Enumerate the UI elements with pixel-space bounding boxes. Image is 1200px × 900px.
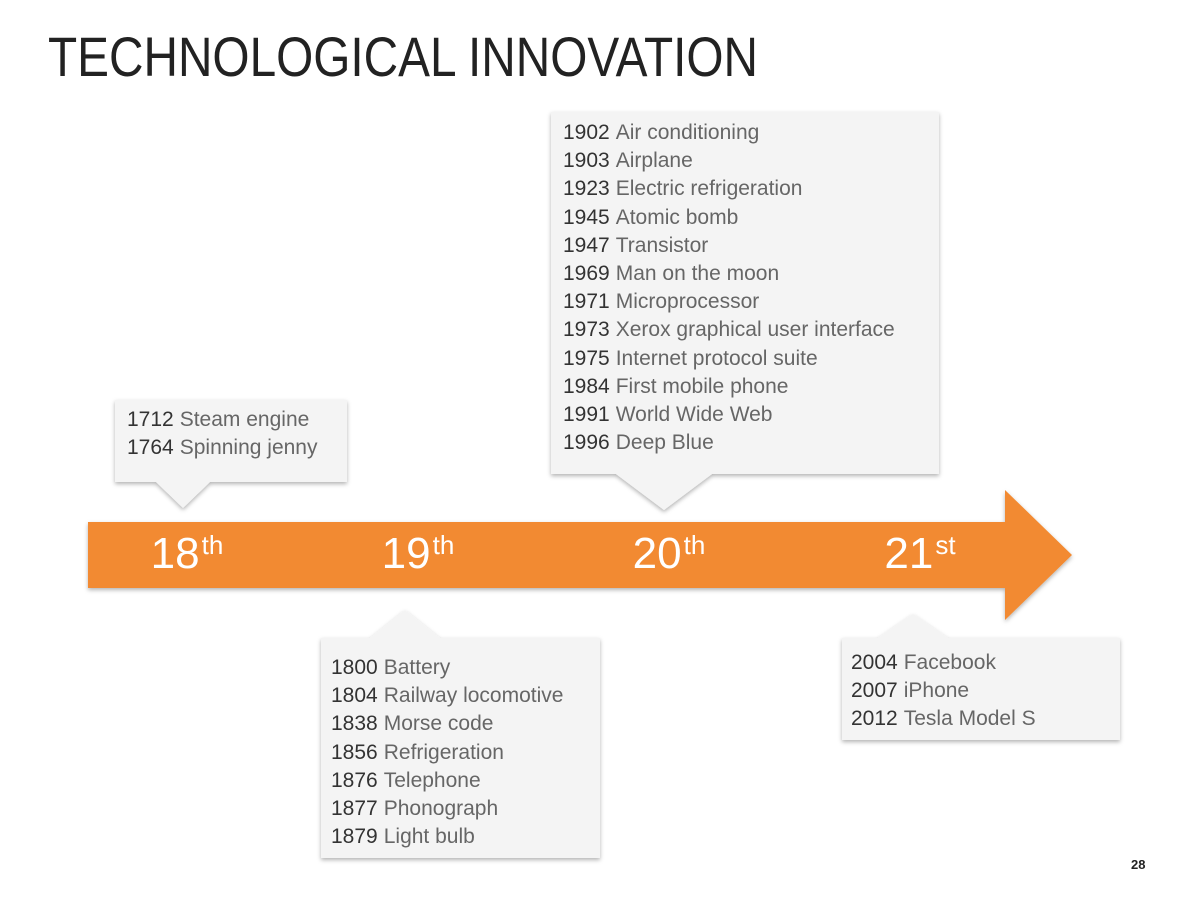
timeline-arrow (88, 490, 1072, 620)
callout-list: 1800 Battery 1804 Railway locomotive 1838 Mor… (331, 654, 563, 851)
event-year: 1764 (127, 436, 174, 460)
event-name: Internet protocol suite (615, 346, 818, 370)
event-year: 1996 (563, 431, 610, 455)
event-name: Xerox graphical user interface (615, 318, 895, 342)
century-label: 20th (633, 532, 706, 576)
event-year: 1923 (563, 177, 610, 201)
event-name: Transistor (615, 233, 709, 257)
event-row: 1876 Telephone (331, 767, 563, 795)
event-name: Railway locomotive (383, 684, 564, 708)
event-row: 1804 Railway locomotive (331, 682, 563, 710)
event-year: 1969 (563, 262, 610, 286)
event-row: 1923 Electric refrigeration (563, 175, 895, 203)
century-number: 20 (632, 529, 682, 578)
event-year: 1856 (331, 740, 378, 764)
event-year: 1991 (563, 403, 610, 427)
event-name: Spinning jenny (179, 436, 318, 460)
event-name: Air conditioning (615, 121, 760, 144)
event-year: 2007 (851, 679, 898, 703)
event-row: 1947 Transistor (563, 232, 895, 260)
event-row: 1975 Internet protocol suite (563, 345, 895, 373)
event-name: Light bulb (383, 825, 475, 849)
event-year: 1975 (563, 346, 610, 370)
event-row: 1856 Refrigeration (331, 739, 563, 767)
event-row: 2012 Tesla Model S (851, 705, 1036, 733)
event-name: Battery (383, 656, 451, 679)
callout-list: 2004 Facebook 2007 iPhone 2012 Tesla Model S (851, 649, 1036, 734)
event-name: Steam engine (179, 408, 310, 431)
century-label: 18th (151, 532, 224, 576)
event-name: Atomic bomb (615, 205, 739, 229)
event-row: 2004 Facebook (851, 649, 1036, 677)
event-row: 1902 Air conditioning (563, 119, 895, 147)
event-name: Deep Blue (615, 431, 714, 455)
century-suffix: st (935, 530, 956, 560)
event-name: First mobile phone (615, 374, 789, 398)
century-number: 21 (884, 529, 934, 578)
slide-title: TECHNOLOGICAL INNOVATION (48, 25, 758, 88)
century-label: 19th (382, 532, 455, 576)
event-row: 1969 Man on the moon (563, 260, 895, 288)
event-year: 1945 (563, 205, 610, 229)
event-year: 2004 (851, 651, 898, 674)
event-year: 1971 (563, 290, 610, 314)
event-year: 1984 (563, 374, 610, 398)
event-year: 1838 (331, 712, 378, 736)
event-name: Microprocessor (615, 290, 760, 314)
callout-list: 1902 Air conditioning 1903 Airplane 1923 Elec… (563, 119, 895, 457)
event-year: 1973 (563, 318, 610, 342)
event-row: 1996 Deep Blue (563, 429, 895, 457)
callout-list: 1712 Steam engine 1764 Spinning jenny (127, 406, 318, 462)
event-name: Phonograph (383, 797, 499, 821)
callout-box (115, 400, 347, 508)
event-year: 1903 (563, 149, 610, 173)
event-year: 1877 (331, 797, 378, 821)
event-name: Airplane (615, 149, 693, 173)
century-suffix: th (201, 530, 224, 560)
event-row: 1973 Xerox graphical user interface (563, 316, 895, 344)
event-year: 1712 (127, 408, 174, 431)
event-row: 1991 World Wide Web (563, 401, 895, 429)
event-row: 1838 Morse code (331, 710, 563, 738)
event-year: 1800 (331, 656, 378, 679)
event-name: Tesla Model S (903, 707, 1036, 731)
event-row: 1945 Atomic bomb (563, 204, 895, 232)
event-name: World Wide Web (615, 403, 773, 427)
event-row: 1984 First mobile phone (563, 373, 895, 401)
event-name: Refrigeration (383, 740, 504, 764)
event-row: 1877 Phonograph (331, 795, 563, 823)
event-row: 1800 Battery (331, 654, 563, 682)
event-row: 1971 Microprocessor (563, 288, 895, 316)
event-name: iPhone (903, 679, 970, 703)
event-year: 1804 (331, 684, 378, 708)
event-name: Man on the moon (615, 262, 780, 286)
century-number: 19 (381, 529, 431, 578)
event-year: 1947 (563, 233, 610, 257)
event-row: 1879 Light bulb (331, 823, 563, 851)
event-name: Morse code (383, 712, 494, 736)
callout-box (551, 112, 939, 510)
event-year: 2012 (851, 707, 898, 731)
event-year: 1879 (331, 825, 378, 849)
century-label: 21st (884, 532, 955, 576)
century-suffix: th (432, 530, 455, 560)
callout-box (321, 610, 600, 858)
event-row: 2007 iPhone (851, 677, 1036, 705)
event-row: 1903 Airplane (563, 147, 895, 175)
page-number: 28 (1131, 857, 1146, 872)
event-name: Telephone (383, 768, 481, 792)
century-suffix: th (683, 530, 706, 560)
event-name: Facebook (903, 651, 996, 674)
century-number: 18 (150, 529, 200, 578)
event-name: Electric refrigeration (615, 177, 803, 201)
event-row: 1764 Spinning jenny (127, 434, 318, 462)
event-row: 1712 Steam engine (127, 406, 318, 434)
event-year: 1902 (563, 121, 610, 144)
event-year: 1876 (331, 768, 378, 792)
callout-box (842, 614, 1120, 740)
